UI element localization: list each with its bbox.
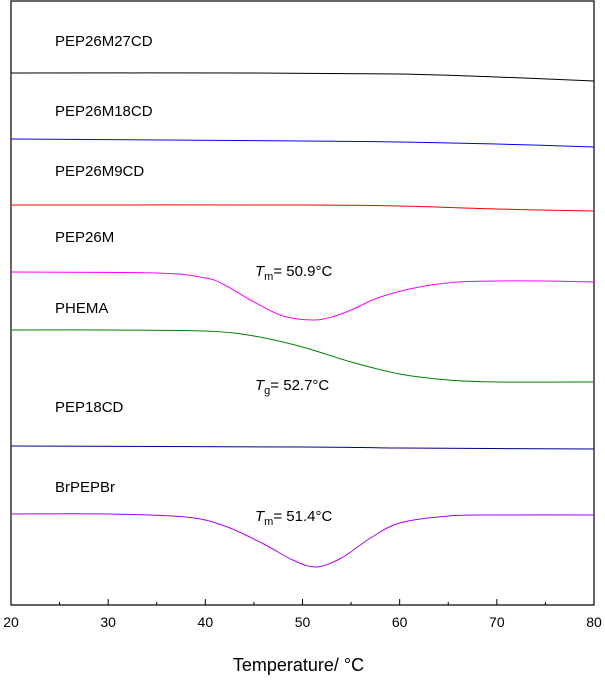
series-label-pep26m9cd: PEP26M9CD: [55, 163, 144, 180]
series-label-pep26m18cd: PEP26M18CD: [55, 103, 153, 120]
x-tick-label-60: 60: [392, 614, 408, 630]
series-label-brpepbr: BrPEPBr: [55, 479, 115, 496]
series-line-pep18cd: [10, 445, 595, 450]
series-label-pep26m: PEP26M: [55, 229, 114, 246]
series-label-pep26m27cd: PEP26M27CD: [55, 33, 153, 50]
annotation-tm-3: Tm= 51.4°C: [255, 508, 332, 528]
series-line-pep26m18cd: [10, 138, 595, 148]
x-tick-label-30: 30: [100, 614, 116, 630]
x-tick-label-40: 40: [198, 614, 214, 630]
x-axis-title: Temperature/ °C: [233, 655, 364, 675]
x-tick-label-70: 70: [489, 614, 505, 630]
x-tick-label-80: 80: [586, 614, 602, 630]
series-label-phema: PHEMA: [55, 300, 108, 317]
annotation-tg-2: Tg= 52.7°C: [255, 377, 329, 397]
x-tick-label-50: 50: [295, 614, 311, 630]
x-tick-label-20: 20: [3, 614, 19, 630]
series-line-pep26m9cd: [10, 204, 595, 212]
series-line-pep26m27cd: [10, 72, 595, 82]
series-line-phema: [10, 329, 595, 383]
series-line-brpepbr: [10, 513, 595, 568]
series-label-pep18cd: PEP18CD: [55, 399, 124, 416]
series-line-pep26m: [10, 271, 595, 321]
annotation-tm-1: Tm= 50.9°C: [255, 263, 332, 283]
